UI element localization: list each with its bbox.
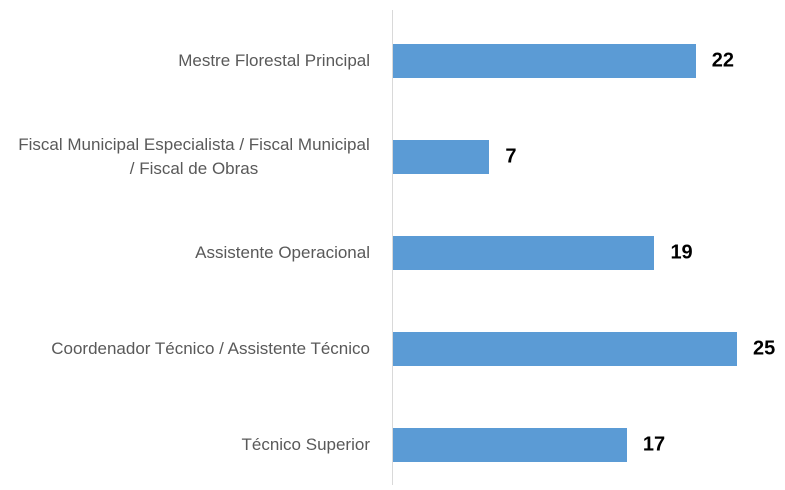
axis-line: [392, 10, 393, 485]
category-label: Mestre Florestal Principal: [0, 49, 370, 73]
category-label: Assistente Operacional: [0, 241, 370, 265]
category-label: Coordenador Técnico / Assistente Técnico: [0, 337, 370, 361]
bar: [393, 236, 655, 270]
bar: [393, 428, 627, 462]
category-label: Fiscal Municipal Especialista / Fiscal M…: [0, 133, 370, 181]
bar: [393, 332, 737, 366]
data-label: 7: [505, 145, 517, 168]
bar: [393, 44, 696, 78]
data-label: 25: [753, 337, 776, 360]
category-label-text: Fiscal Municipal Especialista / Fiscal M…: [18, 135, 370, 178]
category-label: Técnico Superior: [0, 433, 370, 457]
data-label: 19: [670, 241, 693, 264]
bar: [393, 140, 490, 174]
category-label-text: Assistente Operacional: [195, 243, 370, 262]
data-label: 17: [642, 433, 666, 456]
category-label-text: Coordenador Técnico / Assistente Técnico: [51, 339, 370, 358]
category-label-text: Técnico Superior: [241, 435, 370, 454]
data-label: 22: [711, 49, 734, 72]
category-label-text: Mestre Florestal Principal: [178, 51, 370, 70]
